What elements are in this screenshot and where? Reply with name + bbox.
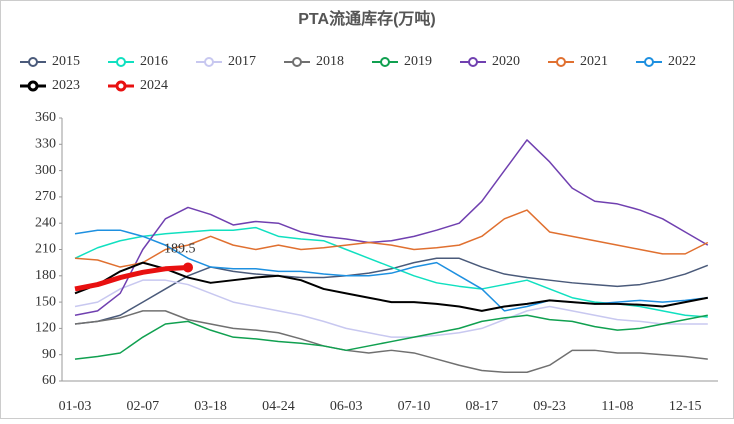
y-tick-label: 180 [35,268,56,283]
series-line [74,310,708,373]
legend-label: 2023 [52,78,80,93]
x-tick-label: 08-17 [465,399,498,414]
y-tick-label: 300 [35,163,56,178]
legend-marker [204,57,214,67]
legend-marker [28,57,38,67]
series-line [74,139,709,316]
legend-marker [116,57,126,67]
y-tick-label: 90 [42,347,56,362]
series-line [74,264,189,292]
x-tick-label: 07-10 [398,399,431,414]
legend-label: 2017 [228,54,256,69]
legend-label: 2016 [140,54,168,69]
end-marker [183,262,193,273]
legend-marker [27,80,39,92]
legend-marker [380,57,390,67]
series-line [74,209,709,268]
y-tick-label: 240 [35,215,56,230]
legend-marker [556,57,566,67]
y-tick-label: 270 [35,189,56,204]
legend-marker [115,80,127,92]
y-tick-label: 120 [35,321,56,336]
x-tick-label: 03-18 [194,399,227,414]
x-tick-label: 11-08 [601,399,633,414]
y-tick-label: 150 [35,294,56,309]
legend-label: 2015 [52,54,80,69]
y-tick-label: 210 [35,242,56,257]
legend-label: 2018 [316,54,344,69]
y-tick-label: 60 [42,373,56,388]
x-tick-label: 02-07 [126,399,159,414]
legend-label: 2020 [492,54,520,69]
series-line [74,279,708,338]
series-line [74,257,709,325]
legend-marker [468,57,478,67]
x-tick-label: 01-03 [59,399,92,414]
legend-label: 2019 [404,54,432,69]
series-line [74,261,708,312]
x-tick-label: 06-03 [330,399,363,414]
y-tick-label: 330 [35,137,56,152]
x-tick-label: 09-23 [533,399,566,414]
series-line [74,314,708,360]
x-tick-label: 04-24 [262,399,295,414]
chart-title: PTA流通库存(万吨) [298,9,435,28]
legend-label: 2022 [668,54,696,69]
data-label: 189.5 [164,242,196,257]
legend-label: 2021 [580,54,608,69]
legend-marker [644,57,654,67]
y-tick-label: 360 [35,110,56,125]
legend-marker [292,57,302,67]
x-tick-label: 12-15 [669,399,702,414]
legend-label: 2024 [140,78,168,93]
